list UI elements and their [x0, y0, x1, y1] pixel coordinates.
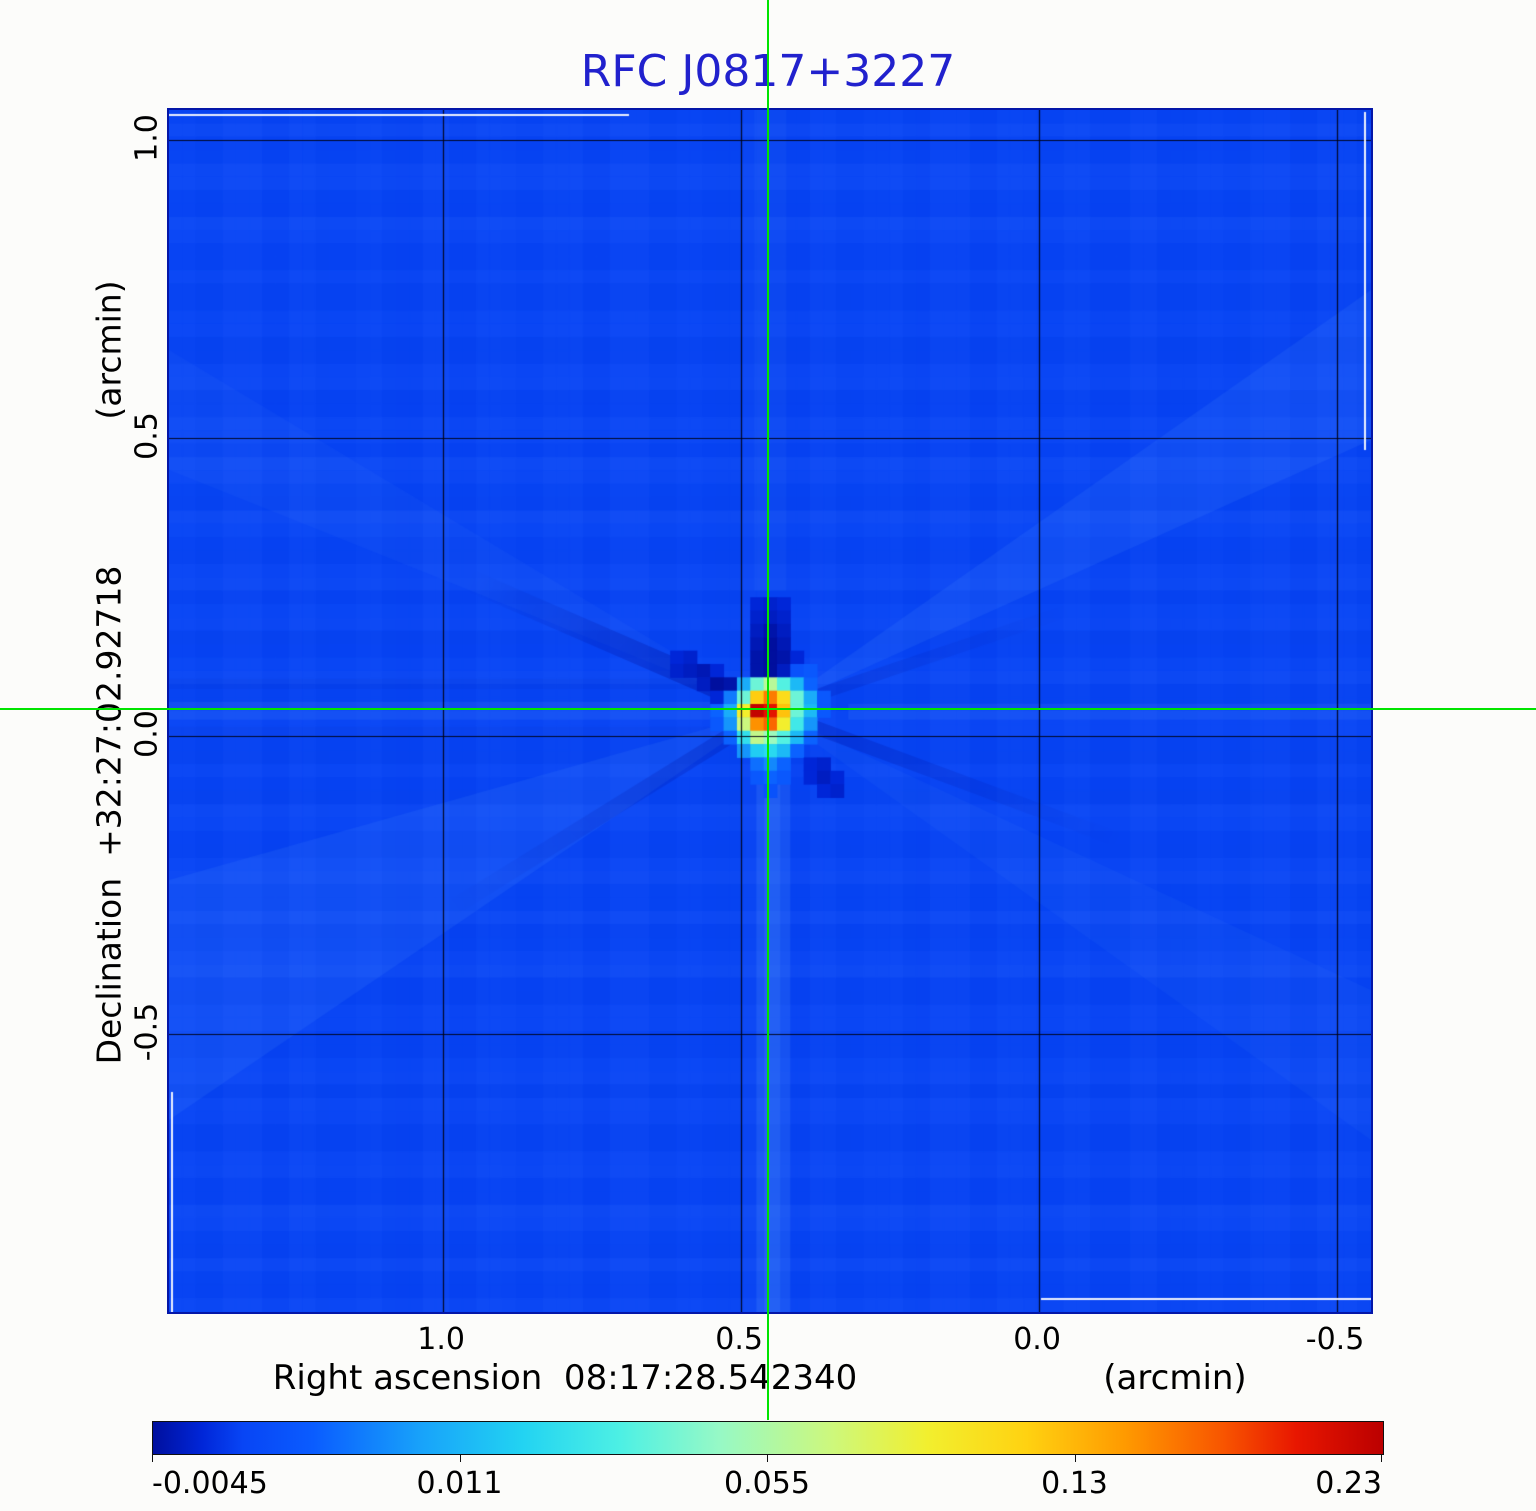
sky-map-image: [167, 108, 1373, 1314]
plot-title: RFC J0817+3227: [580, 46, 956, 97]
y-axis-unit-label: (arcmin): [89, 280, 129, 420]
colorbar-tick-mark: [459, 1454, 461, 1462]
colorbar-tick-label: 0.055: [724, 1466, 810, 1501]
y-tick-label: 0.5: [129, 411, 165, 460]
colorbar-tick-mark: [152, 1454, 153, 1462]
colorbar-tick-label: 0.23: [1315, 1466, 1382, 1501]
y-tick-label: 0.0: [129, 709, 165, 758]
x-tick-label: -0.5: [1305, 1322, 1365, 1357]
colorbar-tick-label: -0.0045: [152, 1466, 268, 1501]
colorbar-tick-label: 0.011: [416, 1466, 503, 1501]
x-axis-title: Right ascension 08:17:28.542340: [272, 1358, 858, 1398]
y-tick-label: 1.0: [129, 113, 165, 162]
y-axis-title: Declination +32:27:02.92718: [89, 565, 129, 1065]
colorbar-tick-mark: [767, 1454, 768, 1462]
x-tick-label: 0.5: [715, 1322, 763, 1357]
colorbar-tick-mark: [1074, 1454, 1076, 1462]
x-tick-label: 1.0: [417, 1322, 465, 1357]
colorbar-tick-label: 0.13: [1041, 1466, 1108, 1501]
x-tick-label: 0.0: [1013, 1322, 1061, 1357]
y-tick-label: -0.5: [129, 1002, 165, 1061]
x-axis-unit-label: (arcmin): [1103, 1358, 1247, 1398]
colorbar-tick-mark: [1381, 1454, 1382, 1462]
colorbar: [152, 1421, 1384, 1455]
